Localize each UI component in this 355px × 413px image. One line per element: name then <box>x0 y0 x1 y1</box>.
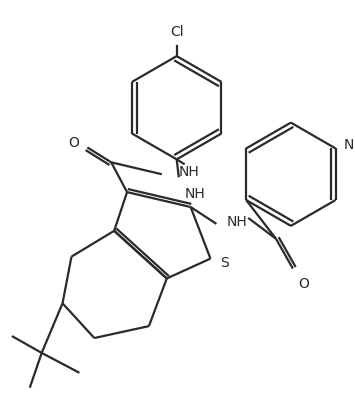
Text: O: O <box>298 277 309 291</box>
Text: O: O <box>69 136 80 150</box>
Text: N: N <box>344 138 354 152</box>
Text: NH: NH <box>185 187 206 201</box>
Text: NH: NH <box>179 165 200 179</box>
Text: S: S <box>220 255 229 269</box>
Text: NH: NH <box>226 214 247 228</box>
Text: Cl: Cl <box>170 25 184 39</box>
